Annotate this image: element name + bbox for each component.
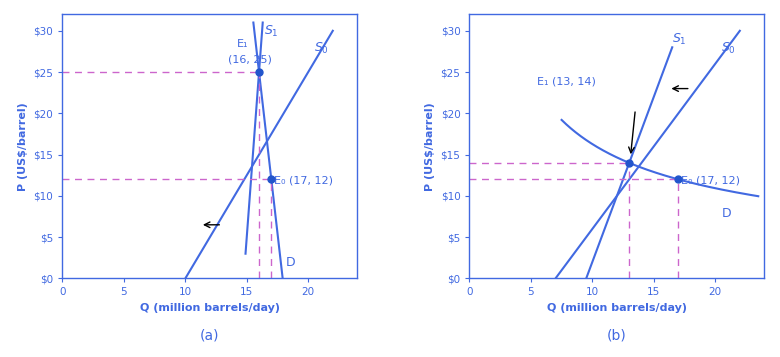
X-axis label: Q (million barrels/day): Q (million barrels/day) [140,303,280,313]
Text: (16, 25): (16, 25) [229,54,272,64]
Y-axis label: P (US$/barrel): P (US$/barrel) [425,102,435,191]
Text: E₀ (17, 12): E₀ (17, 12) [274,176,333,186]
Text: E₁: E₁ [237,39,248,49]
Text: E₀ (17, 12): E₀ (17, 12) [681,176,739,186]
X-axis label: Q (million barrels/day): Q (million barrels/day) [547,303,687,313]
Text: $S_0$: $S_0$ [314,40,329,56]
Text: $S_1$: $S_1$ [672,32,687,47]
Text: E₁ (13, 14): E₁ (13, 14) [537,76,596,86]
Text: $S_1$: $S_1$ [264,24,278,39]
Text: (b): (b) [607,329,627,343]
Text: $S_0$: $S_0$ [722,40,736,56]
Y-axis label: P (US$/barrel): P (US$/barrel) [18,102,28,191]
Text: (a): (a) [200,329,220,343]
Text: D: D [286,256,296,269]
Text: D: D [722,207,731,220]
